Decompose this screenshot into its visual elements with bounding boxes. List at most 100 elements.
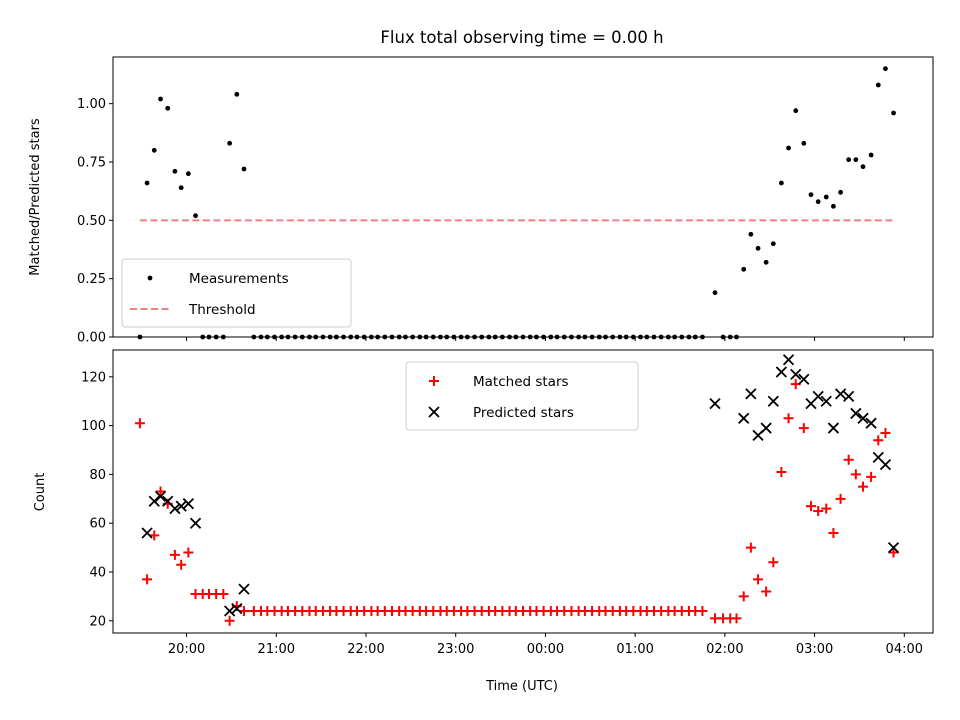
y-tick-label-3: 0.75 [77, 156, 106, 171]
x-tick-label-4: 00:00 [527, 642, 564, 657]
measurements-point-106 [891, 110, 896, 116]
matched-stars-point-87 [745, 542, 756, 553]
predicted-stars-point-32 [887, 541, 900, 554]
predicted-stars-point-24 [827, 422, 840, 434]
predicted-stars-point-10 [238, 583, 250, 595]
matched-stars-point-2 [149, 530, 160, 541]
x-tick-label-1: 21:00 [258, 642, 295, 657]
matched-stars-point-92 [783, 413, 794, 424]
predicted-stars-point-22 [812, 390, 824, 402]
measurements-point-94 [801, 140, 807, 146]
matched-stars-point-94 [798, 423, 809, 434]
predicted-stars-point-9 [231, 602, 243, 615]
y-tick-label-2: 0.50 [77, 214, 106, 229]
matched-stars-point-103 [866, 471, 877, 482]
predicted-stars-point-31 [879, 459, 892, 471]
measurements-point-89 [763, 259, 769, 265]
top-axes-ratio: 0.00 0.25 0.50 0.75 1.00 Matched/Predicted s… [28, 56, 934, 346]
measurements-point-5 [172, 168, 178, 174]
predicted-stars-point-25 [834, 388, 847, 400]
predicted-stars-point-12 [738, 412, 750, 424]
matched-stars-point-98 [828, 527, 839, 538]
matched-stars-point-106 [888, 547, 899, 558]
matched-stars-point-102 [858, 481, 869, 492]
measurements-point-13 [227, 140, 233, 146]
matched-stars-point-12 [218, 588, 229, 599]
measurements-point-97 [823, 194, 829, 200]
predicted-stars-point-0 [141, 527, 153, 539]
measurements-point-90 [770, 241, 776, 247]
y-tick-label-2: 60 [89, 517, 106, 532]
measurements-point-101 [853, 157, 859, 163]
predicted-stars-point-20 [798, 373, 810, 385]
measurements-point-86 [741, 266, 747, 272]
matched-stars-point-105 [880, 427, 891, 438]
matched-stars-point-81 [697, 606, 708, 617]
predicted-stars-point-11 [709, 398, 721, 410]
measurements-point-102 [860, 164, 866, 170]
matched-stars-point-7 [183, 547, 194, 558]
x-tick-label-8: 04:00 [886, 642, 923, 657]
chart-title: Flux total observing time = 0.00 h [380, 28, 663, 47]
x-tick-label-0: 20:00 [168, 642, 205, 657]
matched-stars-point-104 [873, 435, 884, 446]
y-tick-label-0: 0.00 [77, 331, 106, 346]
matched-stars-point-88 [753, 574, 764, 585]
predicted-stars-point-4 [169, 502, 181, 515]
measurements-point-6 [178, 185, 184, 191]
matched-stars-point-13 [224, 615, 235, 626]
matched-stars-point-101 [850, 469, 861, 480]
predicted-stars-point-16 [767, 395, 779, 407]
y-tick-label-3: 80 [89, 468, 106, 483]
measurements-point-105 [883, 66, 888, 72]
predicted-stars-point-19 [790, 368, 802, 381]
legend-label-measurements: Measurements [189, 271, 289, 287]
predicted-stars-point-8 [223, 605, 236, 617]
measurements-point-98 [831, 203, 836, 209]
legend-box [405, 361, 639, 431]
legend-label-threshold: Threshold [188, 302, 256, 318]
bottom-axes-counts: 20 40 60 80 100 120 20:00 21:00 22:00 23:00 00:00 0… [33, 349, 934, 694]
measurements-point-99 [838, 189, 843, 195]
matched-stars-point-96 [813, 506, 824, 517]
predicted-stars-point-6 [182, 498, 194, 510]
legend-swatch-matched-stars [429, 376, 439, 386]
measurements-point-3 [158, 96, 163, 102]
measurements-point-100 [846, 157, 852, 163]
predicted-stars-point-13 [745, 388, 757, 400]
legend-swatch-measurements [147, 275, 153, 281]
matched-stars-point-0 [134, 418, 145, 429]
matched-stars-point-15 [238, 606, 249, 617]
y-tick-label-5: 120 [81, 370, 106, 385]
top-axes-frame [112, 56, 934, 338]
counts-plot-area [134, 354, 900, 626]
x-tick-label-7: 03:00 [796, 642, 833, 657]
bottom-axes-frame [112, 349, 934, 634]
matched-stars-point-99 [835, 493, 846, 504]
predicted-stars-point-26 [843, 390, 855, 402]
ratio-plot-area [137, 66, 896, 340]
measurements-point-95 [808, 192, 814, 198]
measurements-point-15 [241, 166, 247, 172]
measurements-point-91 [778, 180, 784, 186]
matched-stars-point-89 [761, 586, 772, 597]
matched-stars-point-3 [155, 486, 166, 497]
y-tick-label-0: 20 [89, 614, 106, 629]
measurements-point-87 [748, 231, 754, 237]
bottom-y-axis-label: Count [33, 473, 48, 512]
legend-swatch-predicted-stars [428, 406, 440, 418]
y-tick-label-1: 40 [89, 566, 106, 581]
measurements-point-88 [755, 245, 761, 251]
predicted-stars-point-23 [820, 395, 832, 407]
matched-stars-point-5 [169, 549, 180, 560]
predicted-stars-point-1 [148, 495, 160, 507]
predicted-stars-point-27 [850, 407, 862, 420]
measurements-point-92 [786, 145, 791, 151]
measurements-point-8 [193, 213, 198, 219]
x-tick-label-6: 02:00 [706, 642, 743, 657]
measurements-point-96 [815, 199, 821, 205]
predicted-stars-point-5 [175, 500, 187, 512]
matched-stars-point-6 [176, 559, 187, 570]
matched-stars-point-86 [738, 591, 749, 602]
